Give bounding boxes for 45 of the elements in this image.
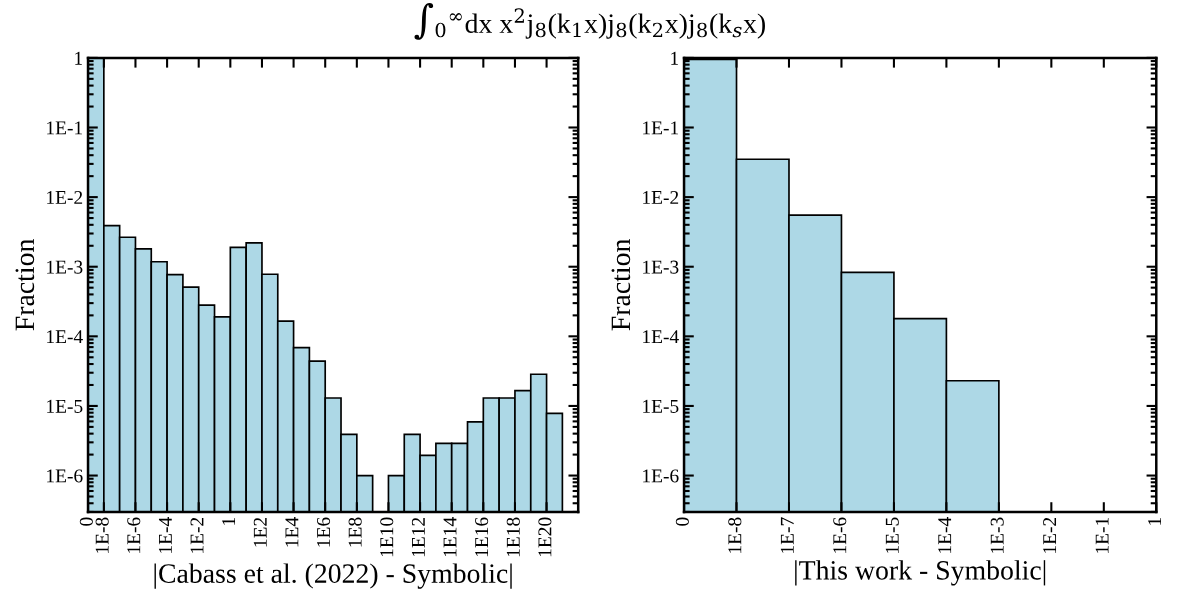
x-tick-label: 1E-6 — [833, 517, 847, 553]
y-tick-label: 1E-2 — [643, 190, 679, 204]
x-tick-label: 1E2 — [253, 517, 267, 547]
x-tick-label: 1 — [1148, 517, 1161, 525]
y-tick-label: 1E-3 — [47, 260, 83, 274]
x-tick-label: 1E-2 — [1043, 517, 1057, 553]
y-tick-label: 1 — [75, 51, 82, 65]
y-tick-label: 1E-1 — [47, 121, 82, 135]
x-tick-label: 1E18 — [506, 517, 520, 557]
y-tick-label: 1E-4 — [643, 330, 679, 344]
x-tick-label: 1E-3 — [990, 517, 1004, 553]
x-tick-label: 1E-4 — [938, 517, 952, 553]
chart-title: ∫$_{0}$$^{∞}$dx x$^{2}$j$_{8}$(k$_{1}$x)j$_{8}$(k$_{2}$x)j$_{8}$(k$_{s}$x) — [414, 3, 765, 40]
y-axis-title: Fraction — [15, 239, 35, 331]
y-tick-label: 1E-5 — [643, 399, 679, 413]
x-tick-label: 1E-8 — [95, 517, 109, 553]
x-tick-label: 0 — [79, 517, 93, 526]
x-tick-label: 1E-1 — [1095, 517, 1109, 553]
y-tick-label: 1E-4 — [47, 330, 83, 344]
y-tick-label: 1E-5 — [47, 399, 83, 413]
x-tick-label: 0 — [675, 517, 689, 526]
y-tick-label: 1E-3 — [643, 260, 679, 274]
x-tick-label: 1E-7 — [780, 517, 794, 553]
y-tick-label: 1E-1 — [643, 121, 679, 135]
x-tick-label: 1E14 — [443, 517, 457, 557]
x-tick-label: 1 — [222, 517, 236, 525]
x-tick-label: 1E-8 — [728, 517, 742, 553]
x-tick-label: 1E6 — [317, 517, 331, 547]
x-tick-label: 1E-2 — [190, 517, 204, 553]
y-tick-label: 1E-6 — [643, 469, 679, 483]
y-tick-label: 1E-6 — [47, 469, 83, 483]
x-tick-label: 1E-5 — [885, 517, 899, 553]
x-tick-label: 1E8 — [348, 517, 362, 547]
y-axis-title: Fraction — [611, 239, 631, 331]
x-tick-label: 1E16 — [475, 517, 489, 557]
x-tick-label: 1E10 — [380, 517, 394, 557]
x-axis-title: |Cabass et al. (2022) - Symbolic| — [154, 563, 512, 589]
y-tick-label: 1E-2 — [47, 190, 83, 204]
x-tick-label: 1E12 — [411, 517, 425, 557]
y-tick-label: 1 — [671, 51, 679, 65]
x-tick-label: 1E-4 — [158, 517, 172, 553]
x-tick-label: 1E4 — [285, 517, 299, 547]
x-tick-label: 1E-6 — [127, 517, 141, 553]
x-tick-label: 1E20 — [538, 517, 552, 557]
x-axis-title: |This work - Symbolic| — [795, 560, 1046, 586]
